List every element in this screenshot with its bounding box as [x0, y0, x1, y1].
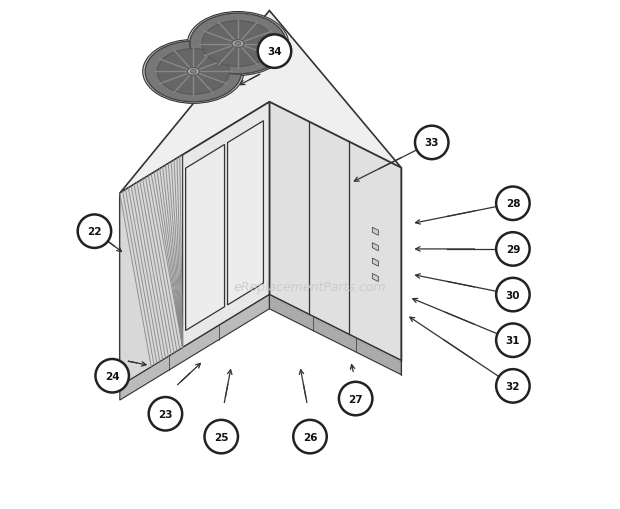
- Ellipse shape: [496, 233, 529, 266]
- Ellipse shape: [190, 14, 286, 75]
- Text: 33: 33: [425, 138, 439, 148]
- Text: 34: 34: [267, 47, 282, 57]
- Polygon shape: [372, 259, 378, 267]
- Polygon shape: [120, 103, 270, 386]
- Polygon shape: [270, 103, 401, 361]
- Text: eReplacementParts.com: eReplacementParts.com: [234, 281, 386, 294]
- Ellipse shape: [78, 215, 111, 248]
- Ellipse shape: [157, 49, 229, 95]
- Ellipse shape: [496, 278, 529, 312]
- Polygon shape: [372, 228, 378, 236]
- Ellipse shape: [149, 397, 182, 431]
- Polygon shape: [120, 155, 183, 386]
- Polygon shape: [185, 145, 224, 331]
- Ellipse shape: [187, 69, 200, 76]
- Ellipse shape: [415, 126, 448, 160]
- Ellipse shape: [95, 359, 129, 393]
- Text: 29: 29: [506, 244, 520, 254]
- Ellipse shape: [339, 382, 373, 415]
- Ellipse shape: [143, 40, 244, 104]
- Text: 32: 32: [506, 381, 520, 391]
- Ellipse shape: [496, 324, 529, 357]
- Ellipse shape: [235, 43, 241, 46]
- Ellipse shape: [190, 70, 197, 74]
- Text: 23: 23: [158, 409, 173, 419]
- Ellipse shape: [187, 13, 288, 76]
- Text: 30: 30: [506, 290, 520, 300]
- Ellipse shape: [496, 187, 529, 220]
- Text: 24: 24: [105, 371, 120, 381]
- Ellipse shape: [205, 420, 238, 454]
- Polygon shape: [120, 295, 270, 400]
- Text: 27: 27: [348, 394, 363, 404]
- Ellipse shape: [232, 41, 244, 48]
- Text: 28: 28: [506, 199, 520, 209]
- Ellipse shape: [496, 370, 529, 403]
- Ellipse shape: [145, 42, 242, 103]
- Polygon shape: [372, 274, 378, 282]
- Ellipse shape: [202, 22, 274, 67]
- Ellipse shape: [293, 420, 327, 454]
- Polygon shape: [372, 243, 378, 251]
- Polygon shape: [228, 122, 264, 305]
- Text: 25: 25: [214, 432, 229, 442]
- Text: 26: 26: [303, 432, 317, 442]
- Text: 31: 31: [506, 335, 520, 346]
- Text: 22: 22: [87, 227, 102, 237]
- Polygon shape: [270, 295, 401, 375]
- Polygon shape: [120, 12, 401, 194]
- Ellipse shape: [258, 35, 291, 69]
